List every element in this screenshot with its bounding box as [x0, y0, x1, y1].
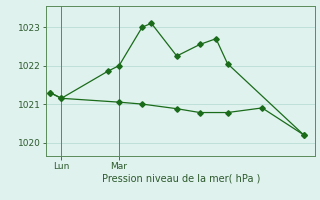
X-axis label: Pression niveau de la mer( hPa ): Pression niveau de la mer( hPa )	[102, 173, 260, 183]
